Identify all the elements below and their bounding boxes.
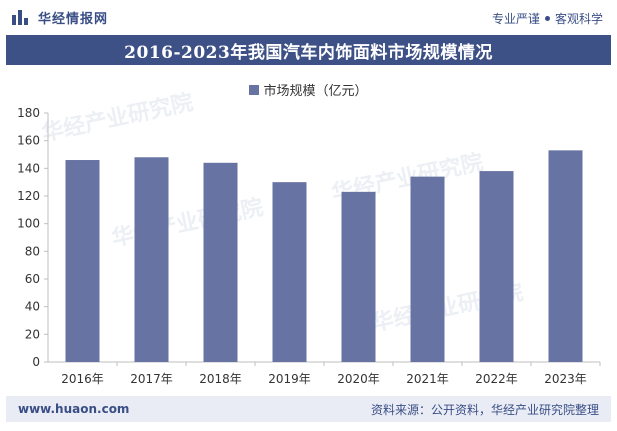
footer-url[interactable]: www.huaon.com bbox=[18, 402, 130, 416]
slogan-right: 客观科学 bbox=[554, 12, 603, 26]
footer-source: 资料来源：公开资料，华经产业研究院整理 bbox=[370, 402, 599, 417]
y-tick-label: 120 bbox=[17, 189, 40, 203]
top-bar: 华经情报网 专业严谨 客观科学 bbox=[0, 0, 617, 33]
title-bar: 2016-2023年我国汽车内饰面料市场规模情况 bbox=[6, 35, 611, 65]
slogan-left: 专业严谨 bbox=[491, 12, 540, 26]
x-tick-label: 2020年 bbox=[337, 372, 380, 386]
legend-swatch bbox=[249, 84, 260, 95]
y-tick-label: 20 bbox=[25, 327, 40, 341]
y-tick-label: 140 bbox=[17, 161, 40, 175]
bar bbox=[272, 182, 307, 362]
x-tick-label: 2017年 bbox=[130, 372, 173, 386]
bar bbox=[479, 171, 514, 362]
footer: www.huaon.com 资料来源：公开资料，华经产业研究院整理 bbox=[6, 396, 611, 422]
bar bbox=[341, 191, 376, 362]
x-tick-label: 2019年 bbox=[268, 372, 311, 386]
y-tick-label: 80 bbox=[25, 244, 40, 258]
y-tick-label: 100 bbox=[17, 217, 40, 231]
bar bbox=[548, 150, 583, 362]
y-tick-label: 60 bbox=[25, 272, 40, 286]
bar bbox=[410, 176, 445, 362]
slogan: 专业严谨 客观科学 bbox=[492, 10, 603, 27]
y-tick-label: 160 bbox=[17, 134, 40, 148]
bar bbox=[203, 162, 238, 362]
bar bbox=[65, 160, 100, 362]
x-tick-label: 2016年 bbox=[61, 372, 104, 386]
brand[interactable]: 华经情报网 bbox=[12, 8, 109, 27]
x-tick-label: 2018年 bbox=[199, 372, 242, 386]
x-tick-label: 2023年 bbox=[544, 372, 587, 386]
x-tick-label: 2021年 bbox=[406, 372, 449, 386]
y-tick-label: 40 bbox=[25, 300, 40, 314]
brand-name: 华经情报网 bbox=[38, 11, 109, 27]
y-tick-label: 0 bbox=[32, 355, 40, 369]
chart-title: 2016-2023年我国汽车内饰面料市场规模情况 bbox=[124, 42, 493, 63]
legend: 市场规模（亿元） bbox=[0, 80, 617, 99]
x-tick-label: 2022年 bbox=[475, 372, 518, 386]
dot-icon bbox=[544, 16, 550, 21]
bar bbox=[134, 157, 169, 362]
bar-chart-logo-icon bbox=[12, 9, 30, 25]
legend-label: 市场规模（亿元） bbox=[263, 84, 368, 99]
y-tick-label: 180 bbox=[17, 106, 40, 120]
